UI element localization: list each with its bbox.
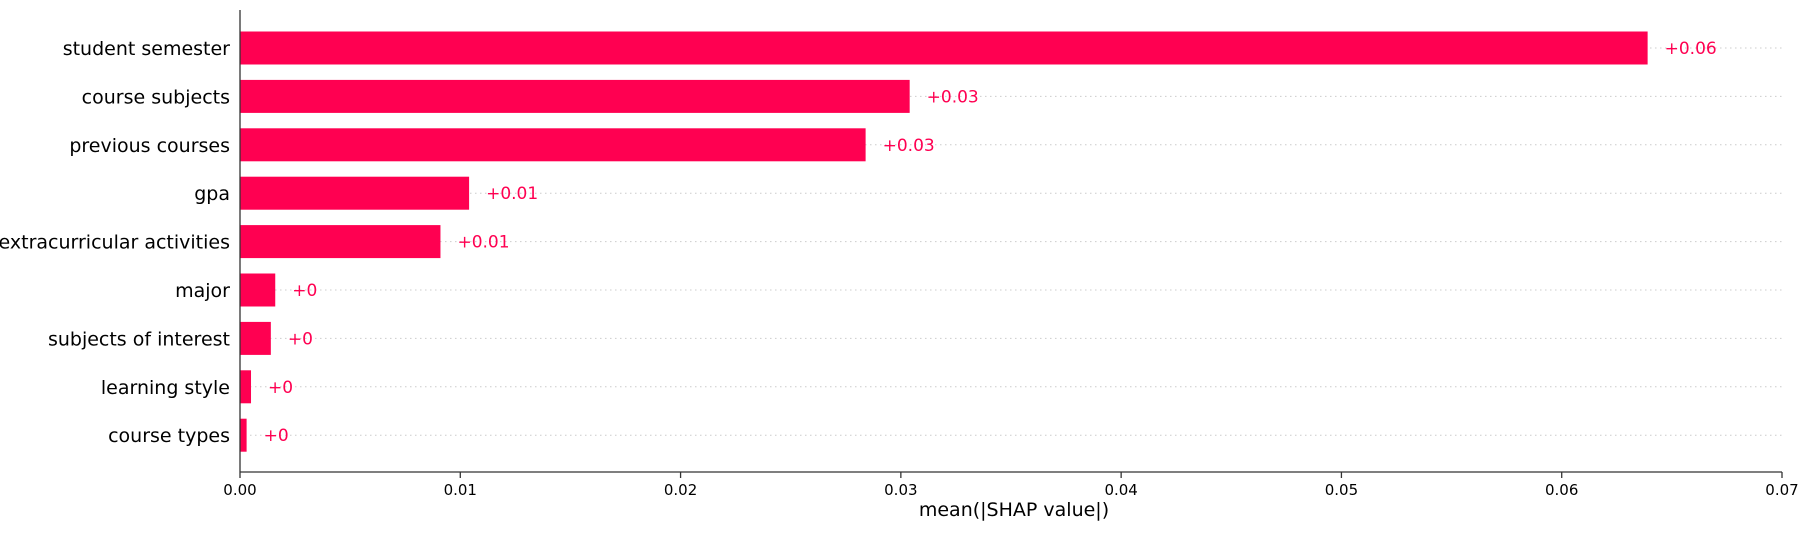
x-tick-label: 0.07: [1765, 481, 1798, 499]
category-labels: student semester course subjects previous …: [0, 38, 230, 447]
category-label: extracurricular activities: [0, 232, 230, 254]
value-label: +0.03: [927, 87, 979, 107]
category-label: previous courses: [69, 135, 230, 157]
value-label: +0: [264, 426, 289, 446]
bar-learning-style: [240, 370, 252, 404]
x-tick-label: 0.04: [1104, 481, 1137, 499]
x-axis: 0.00 0.01 0.02 0.03 0.04 0.05 0.06 0.07: [223, 10, 1799, 499]
category-label: gpa: [194, 183, 230, 205]
value-label: +0.06: [1665, 39, 1717, 59]
bar-course-subjects: [240, 79, 910, 113]
bar-extracurricular-activities: [240, 225, 441, 259]
bar-student-semester: [240, 31, 1648, 65]
value-label: +0: [292, 281, 317, 301]
category-label: subjects of interest: [48, 328, 230, 350]
bar-gpa: [240, 176, 470, 210]
x-tick-label: 0.03: [884, 481, 917, 499]
x-tick-label: 0.05: [1325, 481, 1358, 499]
value-label: +0.01: [457, 233, 509, 253]
category-label: major: [175, 280, 230, 302]
category-label: learning style: [101, 377, 230, 399]
category-label: course types: [108, 425, 230, 447]
bar-subjects-of-interest: [240, 321, 271, 355]
value-label: +0.01: [486, 184, 538, 204]
bar-course-types: [240, 418, 247, 452]
category-label: course subjects: [82, 86, 230, 108]
x-axis-title: mean(|SHAP value|): [919, 499, 1109, 521]
x-tick-label: 0.02: [664, 481, 697, 499]
value-label: +0: [268, 378, 293, 398]
value-label: +0.03: [883, 136, 935, 156]
x-tick-label: 0.01: [444, 481, 477, 499]
bar-previous-courses: [240, 128, 866, 162]
x-tick-label: 0.06: [1545, 481, 1578, 499]
value-label: +0: [288, 329, 313, 349]
bars: [240, 31, 1648, 452]
bar-major: [240, 273, 276, 307]
category-label: student semester: [63, 38, 230, 60]
x-tick-label: 0.00: [223, 481, 256, 499]
row-guides: [240, 47, 1782, 436]
value-labels: +0.06 +0.03 +0.03 +0.01 +0.01 +0 +0 +0 +0: [264, 39, 1717, 446]
